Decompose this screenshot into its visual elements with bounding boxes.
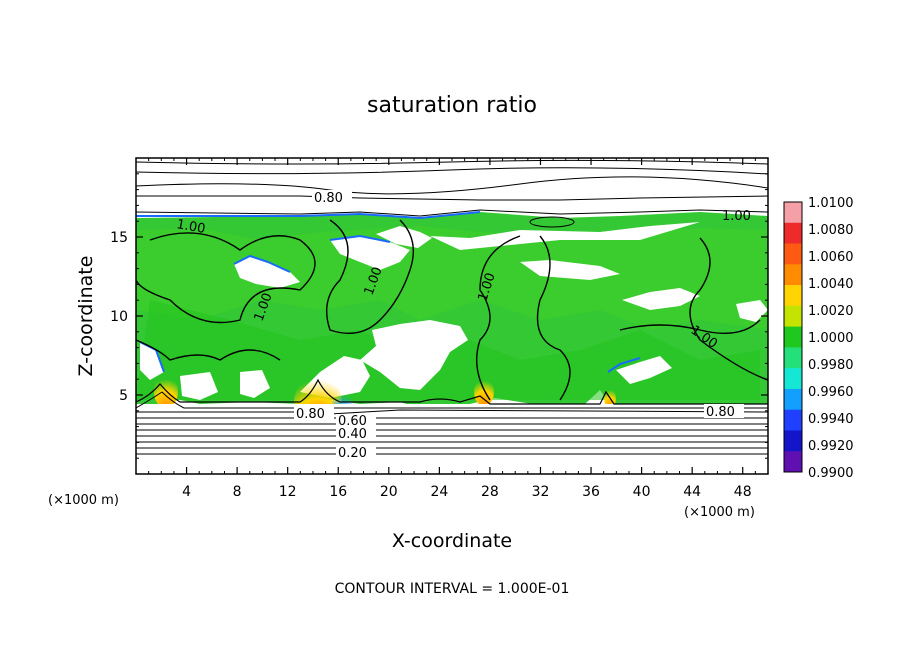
- colorbar-swatch: [784, 368, 802, 390]
- contour-label: 0.20: [338, 446, 367, 461]
- x-tick-label: 24: [430, 484, 448, 500]
- hot-spot-2: [154, 376, 178, 408]
- contour-label: 0.60: [338, 414, 367, 429]
- x-unit-right: (×1000 m): [684, 505, 755, 520]
- y-tick-label: 15: [110, 230, 128, 246]
- contour-lines: [136, 159, 768, 455]
- y-tick-label: 10: [110, 309, 128, 325]
- colorbar-swatch: [784, 202, 802, 224]
- colorbar-swatch: [784, 388, 802, 411]
- contour-label: 0.80: [296, 407, 325, 422]
- colorbar-label: 1.0060: [808, 250, 854, 265]
- colorbar-label: 0.9960: [808, 385, 854, 400]
- colorbar-swatch: [784, 264, 802, 286]
- x-tick-label: 28: [481, 484, 499, 500]
- hot-spot-3: [474, 378, 494, 406]
- colorbar-swatch: [784, 430, 802, 452]
- chart-title: saturation ratio: [367, 93, 537, 118]
- colorbar-label: 0.9980: [808, 358, 854, 373]
- plot-area: 0.80 0.80 0.80 0.60 0.40 0.20 1.00 1.00 …: [136, 158, 768, 474]
- contour-label: 0.80: [314, 191, 343, 206]
- x-tick-label: 8: [233, 484, 242, 500]
- colorbar-label: 1.0000: [808, 331, 854, 346]
- x-tick-label: 16: [329, 484, 347, 500]
- colorbar-label: 0.9900: [808, 466, 854, 481]
- x-tick-label: 4: [182, 484, 191, 500]
- colorbar-swatch: [784, 243, 802, 265]
- colorbar-label: 0.9920: [808, 439, 854, 454]
- x-axis: 4 8 12 16 20 24 28 32 36 40 44 48: [148, 158, 756, 500]
- contour-label: 0.80: [706, 405, 735, 420]
- colorbar-frame: [783, 201, 803, 473]
- x-tick-label: 20: [380, 484, 398, 500]
- x-tick-label: 36: [582, 484, 600, 500]
- colorbar-label: 1.0100: [808, 196, 854, 211]
- y-tick-label: 5: [119, 388, 128, 404]
- y-axis: 5 10 15: [110, 173, 768, 459]
- colorbar-swatch: [784, 451, 802, 473]
- x-tick-label: 40: [633, 484, 651, 500]
- contour-label: 0.40: [338, 427, 367, 442]
- x-axis-label: X-coordinate: [392, 530, 512, 552]
- colorbar-label: 1.0040: [808, 277, 854, 292]
- colorbar-label: 1.0080: [808, 223, 854, 238]
- y-axis-label: Z-coordinate: [75, 256, 97, 377]
- x-unit-left: (×1000 m): [48, 493, 119, 508]
- x-tick-label: 48: [734, 484, 752, 500]
- colorbar-label: 0.9940: [808, 412, 854, 427]
- contour-label: 1.00: [722, 209, 751, 224]
- contour-label-group: 0.80 0.80 0.80 0.60 0.40 0.20 1.00 1.00 …: [175, 190, 751, 461]
- colorbar-swatch: [784, 222, 802, 244]
- colorbar: 1.0100 1.0080 1.0060 1.0040 1.0020 1.0000 0.99…: [783, 196, 854, 481]
- colorbar-label: 1.0020: [808, 304, 854, 319]
- contour-label: 1.00: [175, 217, 206, 237]
- x-tick-label: 32: [532, 484, 550, 500]
- contour-interval-footer: CONTOUR INTERVAL = 1.000E-01: [335, 581, 570, 597]
- colorbar-swatch: [784, 305, 802, 328]
- colorbar-swatch: [784, 285, 802, 307]
- colorbar-swatch: [784, 347, 802, 369]
- colorbar-swatch: [784, 409, 802, 431]
- x-tick-label: 12: [279, 484, 297, 500]
- colorbar-swatch: [784, 326, 802, 348]
- x-tick-label: 44: [683, 484, 701, 500]
